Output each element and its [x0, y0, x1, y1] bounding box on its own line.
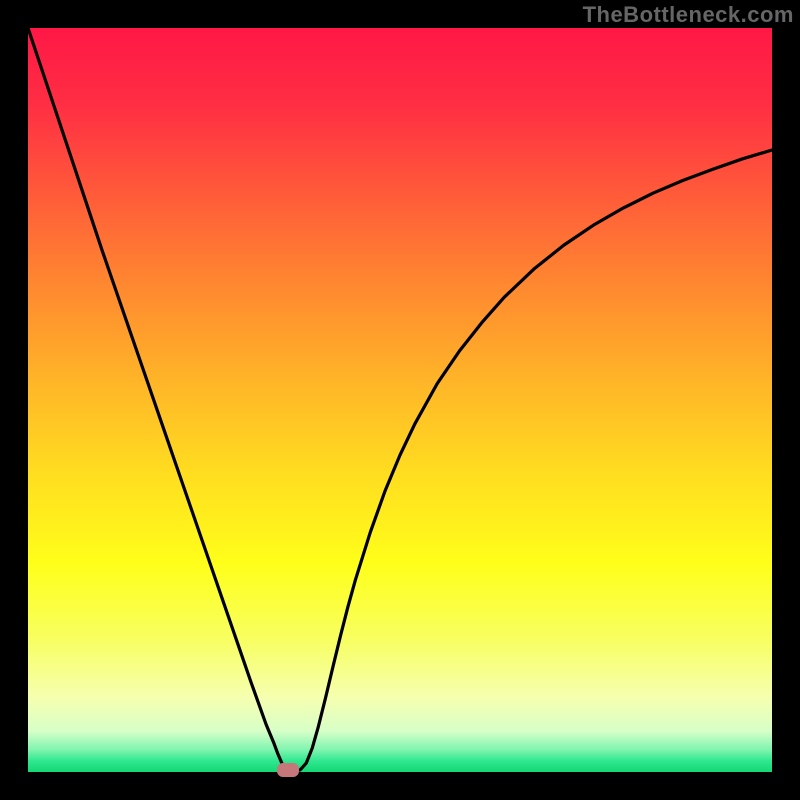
bottleneck-curve-path	[28, 28, 772, 772]
bottleneck-curve	[0, 0, 800, 800]
watermark-text: TheBottleneck.com	[583, 2, 794, 28]
chart-frame: TheBottleneck.com	[0, 0, 800, 800]
optimum-marker	[277, 763, 299, 777]
